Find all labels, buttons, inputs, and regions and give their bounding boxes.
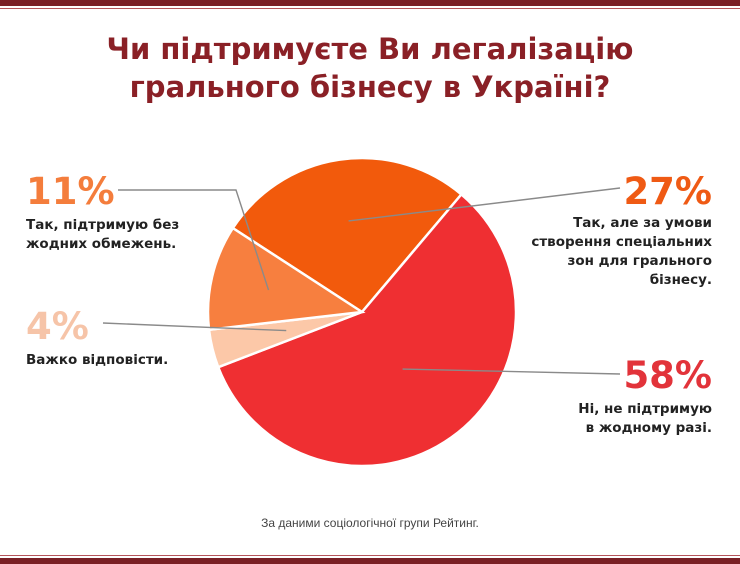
leader-lines — [102, 187, 621, 375]
pie-slice-does-not-support — [216, 192, 518, 468]
desc-supports-unrestricted-line-2: жодних обмежень. — [26, 236, 177, 252]
leader-line-hard-to-answer — [102, 322, 287, 332]
pct-label-hard-to-answer: 4% — [26, 305, 89, 348]
desc-supports-special-zones-line-2: створення спеціальних — [531, 234, 712, 250]
desc-supports-special-zones-line-4: бізнесу. — [649, 272, 712, 288]
bottom-frame-rule — [0, 555, 740, 556]
source-footnote: За даними соціологічної групи Рейтинг. — [261, 516, 479, 530]
desc-supports-special-zones-line-3: зон для грального — [567, 253, 713, 269]
pie-slice-supports-unrestricted — [206, 226, 366, 332]
leader-line-supports-unrestricted — [118, 189, 270, 291]
desc-supports-special-zones: Так, але за умови створення спеціальних … — [531, 214, 712, 290]
top-frame-bar — [0, 0, 740, 6]
pie-slices — [206, 156, 518, 468]
chart-title: Чи підтримуєте Ви легалізацію грального … — [40, 30, 700, 106]
chart-title-line-1: Чи підтримуєте Ви легалізацію — [106, 32, 634, 66]
desc-does-not-support-line-2: в жодному разі. — [585, 420, 712, 436]
desc-supports-special-zones-line-1: Так, але за умови — [573, 215, 712, 231]
desc-does-not-support-line-1: Ні, не підтримую — [578, 401, 712, 417]
pct-label-supports-unrestricted: 11% — [26, 170, 115, 213]
desc-supports-unrestricted: Так, підтримую без жодних обмежень. — [26, 216, 179, 254]
pie-slice-supports-special-zones — [231, 156, 464, 314]
leader-line-supports-special-zones — [348, 187, 621, 222]
pct-label-supports-special-zones: 27% — [623, 170, 712, 213]
top-frame-rule — [0, 8, 740, 9]
leader-line-does-not-support — [402, 368, 621, 375]
desc-hard-to-answer-line-1: Важко відповісти. — [26, 352, 169, 368]
desc-does-not-support: Ні, не підтримую в жодному разі. — [578, 400, 712, 438]
bottom-frame-bar — [0, 558, 740, 564]
desc-hard-to-answer: Важко відповісти. — [26, 351, 168, 370]
pct-label-does-not-support: 58% — [623, 354, 712, 397]
chart-title-line-2: грального бізнесу в Україні? — [129, 70, 611, 104]
desc-supports-unrestricted-line-1: Так, підтримую без — [26, 217, 180, 233]
